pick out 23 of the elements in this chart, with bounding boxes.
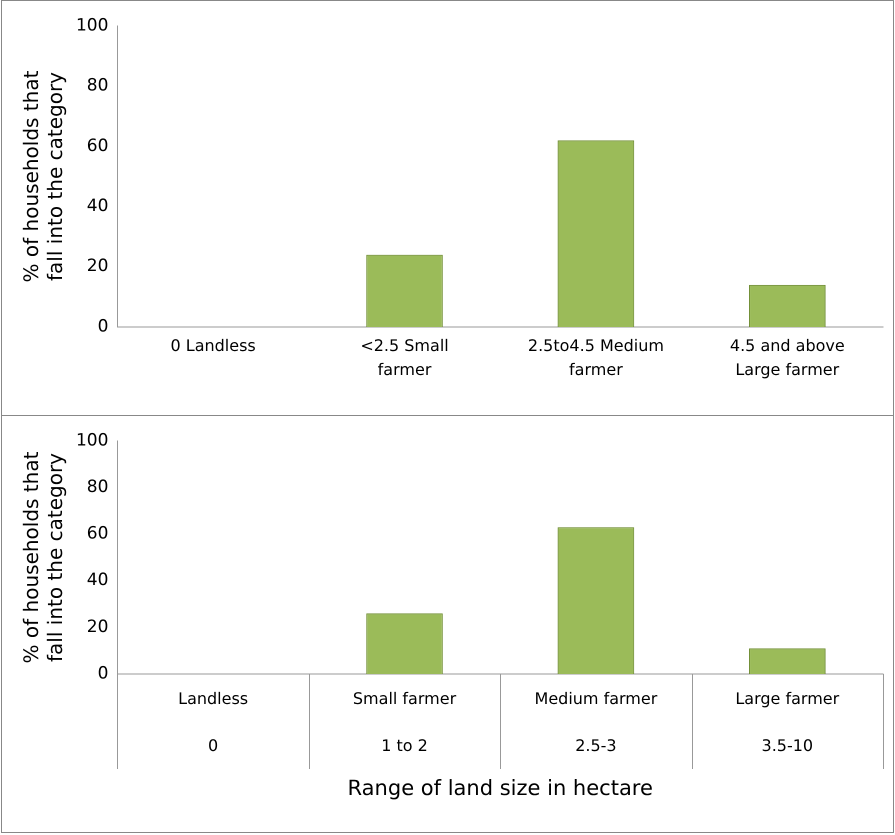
category-label: Large farmer 3.5-10 — [735, 689, 840, 756]
x-tick-label: 2.5to4.5 Medium farmer — [528, 336, 664, 380]
x-tick-label: <2.5 Small farmer — [360, 336, 449, 380]
y-tick-label: 20 — [86, 256, 108, 276]
y-tick-label: 40 — [86, 196, 108, 216]
y-tick-label: 60 — [86, 524, 108, 544]
y-tick-label: 60 — [86, 136, 108, 156]
x-tick-label: 4.5 and above Large farmer — [730, 336, 845, 380]
x-tick-label: 0 Landless — [170, 336, 256, 356]
y-tick-label: 20 — [86, 616, 108, 637]
y-axis-title: % of households that fall into the category — [19, 451, 68, 664]
category-label: Small farmer 1 to 2 — [352, 689, 456, 756]
y-tick-label: 0 — [98, 316, 108, 336]
category-label: Landless 0 — [178, 689, 248, 756]
y-tick-label: 80 — [86, 477, 108, 498]
y-tick-label: 80 — [86, 76, 108, 96]
y-tick-label: 100 — [76, 15, 108, 36]
y-tick-label: 100 — [76, 430, 108, 450]
y-tick-label: 0 — [98, 663, 108, 684]
y-tick-label: 40 — [86, 570, 108, 590]
y-axis-title: % of households that fall into the category — [19, 70, 68, 282]
category-label: Medium farmer 2.5-3 — [534, 689, 658, 756]
x-axis-title: Range of land size in hectare — [348, 776, 653, 800]
